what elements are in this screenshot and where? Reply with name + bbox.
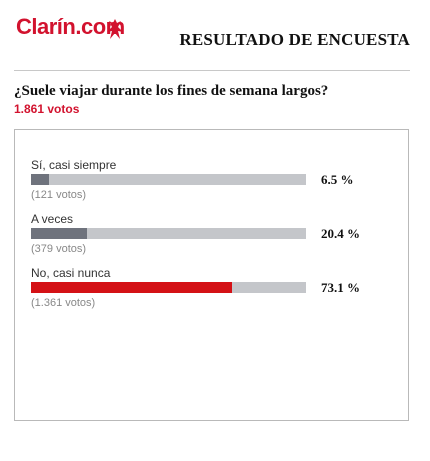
result-bar [31, 282, 306, 293]
page-title: RESULTADO DE ENCUESTA [179, 30, 410, 49]
divider [14, 70, 410, 71]
logo-figure-icon [107, 19, 123, 39]
option-label: No, casi nunca [31, 266, 111, 280]
option-label: Sí, casi siempre [31, 158, 117, 172]
option-votes: (121 votos) [31, 189, 87, 201]
result-bar-fill [31, 228, 88, 239]
results-panel: Sí, casi siempre (121 votos) 6.5 % A vec… [14, 129, 409, 421]
option-percent: 73.1 % [321, 280, 360, 295]
result-bar-fill [31, 282, 233, 293]
total-votes: 1.861 votos [14, 102, 80, 116]
option-votes: (1.361 votos) [31, 297, 96, 309]
result-bar [31, 174, 306, 185]
poll-question: ¿Suele viajar durante los fines de seman… [14, 83, 329, 99]
option-label: A veces [31, 212, 74, 226]
clarin-logo[interactable]: Clarín.com [16, 14, 125, 39]
poll-option: No, casi nunca (1.361 votos) 73.1 % [31, 266, 391, 316]
header: Clarín.com RESULTADO DE ENCUESTA [0, 0, 430, 60]
result-bar [31, 228, 306, 239]
result-bar-fill [31, 174, 49, 185]
option-percent: 20.4 % [321, 226, 360, 241]
option-percent: 6.5 % [321, 172, 354, 187]
poll-option: Sí, casi siempre (121 votos) 6.5 % [31, 158, 391, 208]
poll-option: A veces (379 votos) 20.4 % [31, 212, 391, 262]
option-votes: (379 votos) [31, 243, 87, 255]
